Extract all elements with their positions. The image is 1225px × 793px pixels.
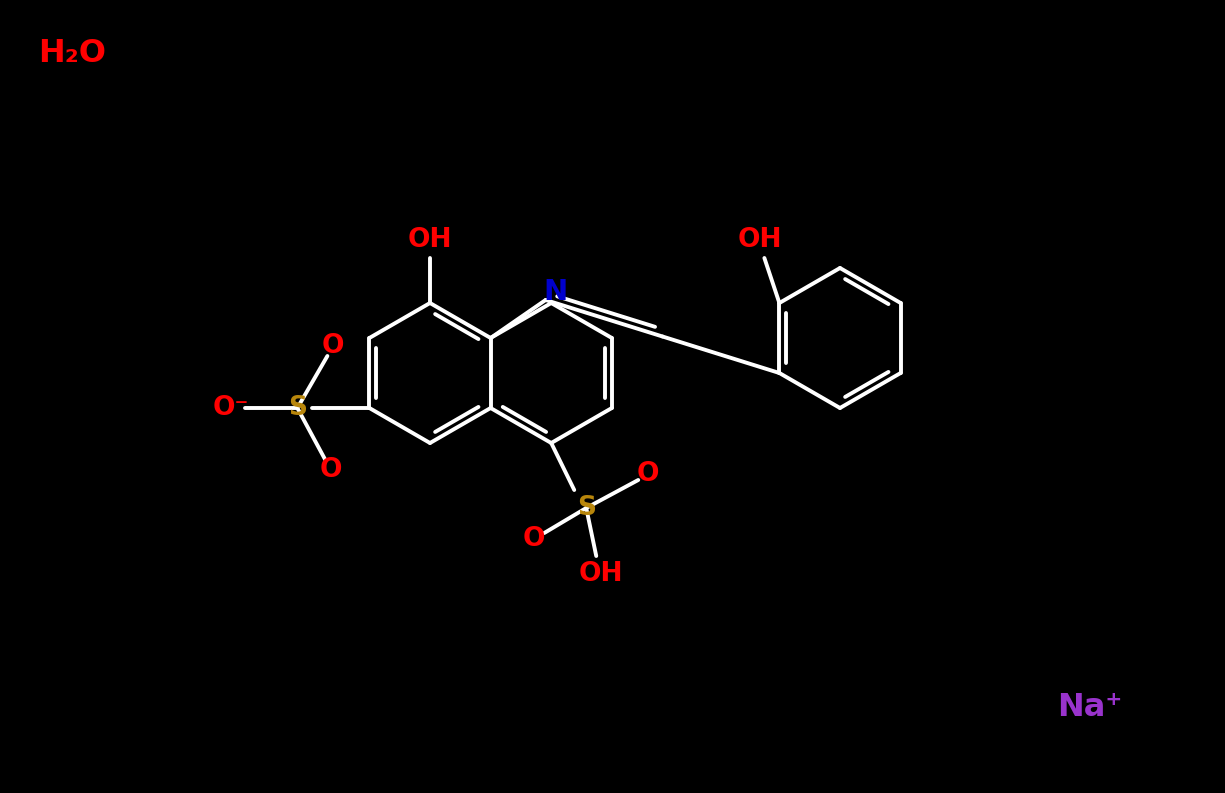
Text: OH: OH bbox=[579, 561, 624, 587]
Text: S: S bbox=[577, 495, 595, 521]
Text: Na⁺: Na⁺ bbox=[1057, 692, 1122, 723]
Text: O⁻: O⁻ bbox=[212, 395, 249, 421]
Text: O: O bbox=[320, 457, 342, 483]
Text: O: O bbox=[523, 526, 545, 552]
Text: O: O bbox=[637, 461, 659, 487]
Text: S: S bbox=[288, 395, 307, 421]
Text: N: N bbox=[544, 278, 567, 306]
Text: OH: OH bbox=[737, 227, 782, 253]
Text: OH: OH bbox=[408, 227, 452, 253]
Text: H₂O: H₂O bbox=[38, 38, 107, 69]
Text: O: O bbox=[321, 333, 344, 359]
